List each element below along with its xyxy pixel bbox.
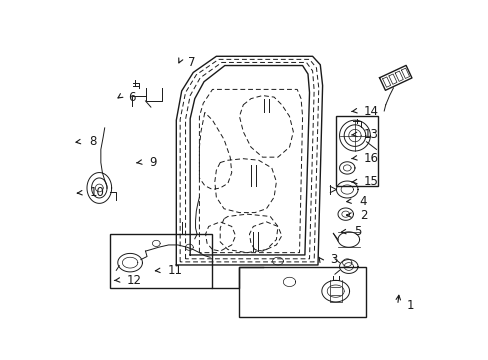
Text: 5: 5: [353, 225, 361, 238]
Text: 9: 9: [149, 156, 156, 169]
Text: 13: 13: [363, 128, 378, 141]
Text: 10: 10: [89, 186, 104, 199]
Text: 16: 16: [363, 152, 378, 165]
Text: 14: 14: [363, 105, 378, 118]
Text: 15: 15: [363, 175, 378, 188]
Bar: [239, 266, 366, 316]
Text: 2: 2: [359, 208, 366, 221]
Text: 4: 4: [359, 195, 366, 208]
Bar: [335, 116, 377, 186]
Text: 1: 1: [406, 299, 413, 312]
Text: 8: 8: [89, 135, 97, 148]
Text: 11: 11: [167, 264, 183, 277]
Bar: [110, 234, 211, 288]
Text: 12: 12: [126, 274, 141, 287]
Text: 3: 3: [329, 253, 336, 266]
Text: 7: 7: [188, 55, 196, 68]
Text: 6: 6: [128, 91, 136, 104]
